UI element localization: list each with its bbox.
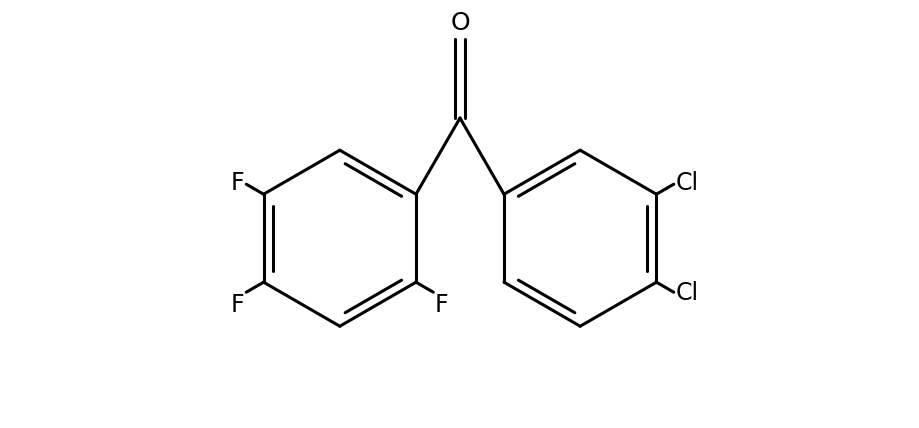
Text: Cl: Cl (675, 171, 698, 195)
Text: Cl: Cl (675, 281, 698, 305)
Text: F: F (231, 293, 244, 317)
Text: F: F (435, 293, 448, 317)
Text: O: O (449, 11, 470, 35)
Text: F: F (231, 171, 244, 195)
